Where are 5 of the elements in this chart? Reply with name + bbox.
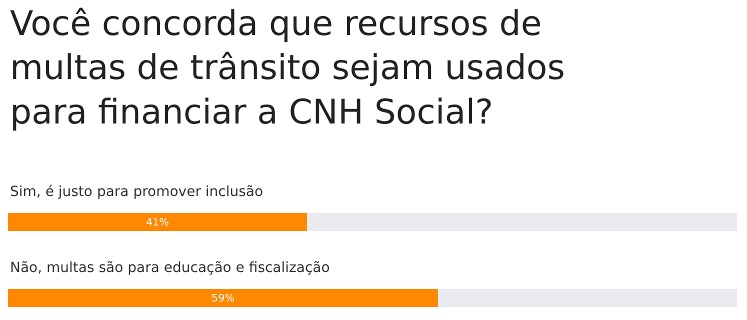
chart-title: Você concorda que recursos de multas de trânsito sejam usados para financiar a CNH Social? — [10, 4, 565, 132]
data-label: 59% — [212, 292, 235, 304]
data-label: 41% — [146, 216, 170, 228]
y-tick-label: Sim, é justo para promover inclusão — [10, 184, 264, 200]
y-tick-label: Não, multas são para educação e fiscalização — [10, 260, 330, 276]
